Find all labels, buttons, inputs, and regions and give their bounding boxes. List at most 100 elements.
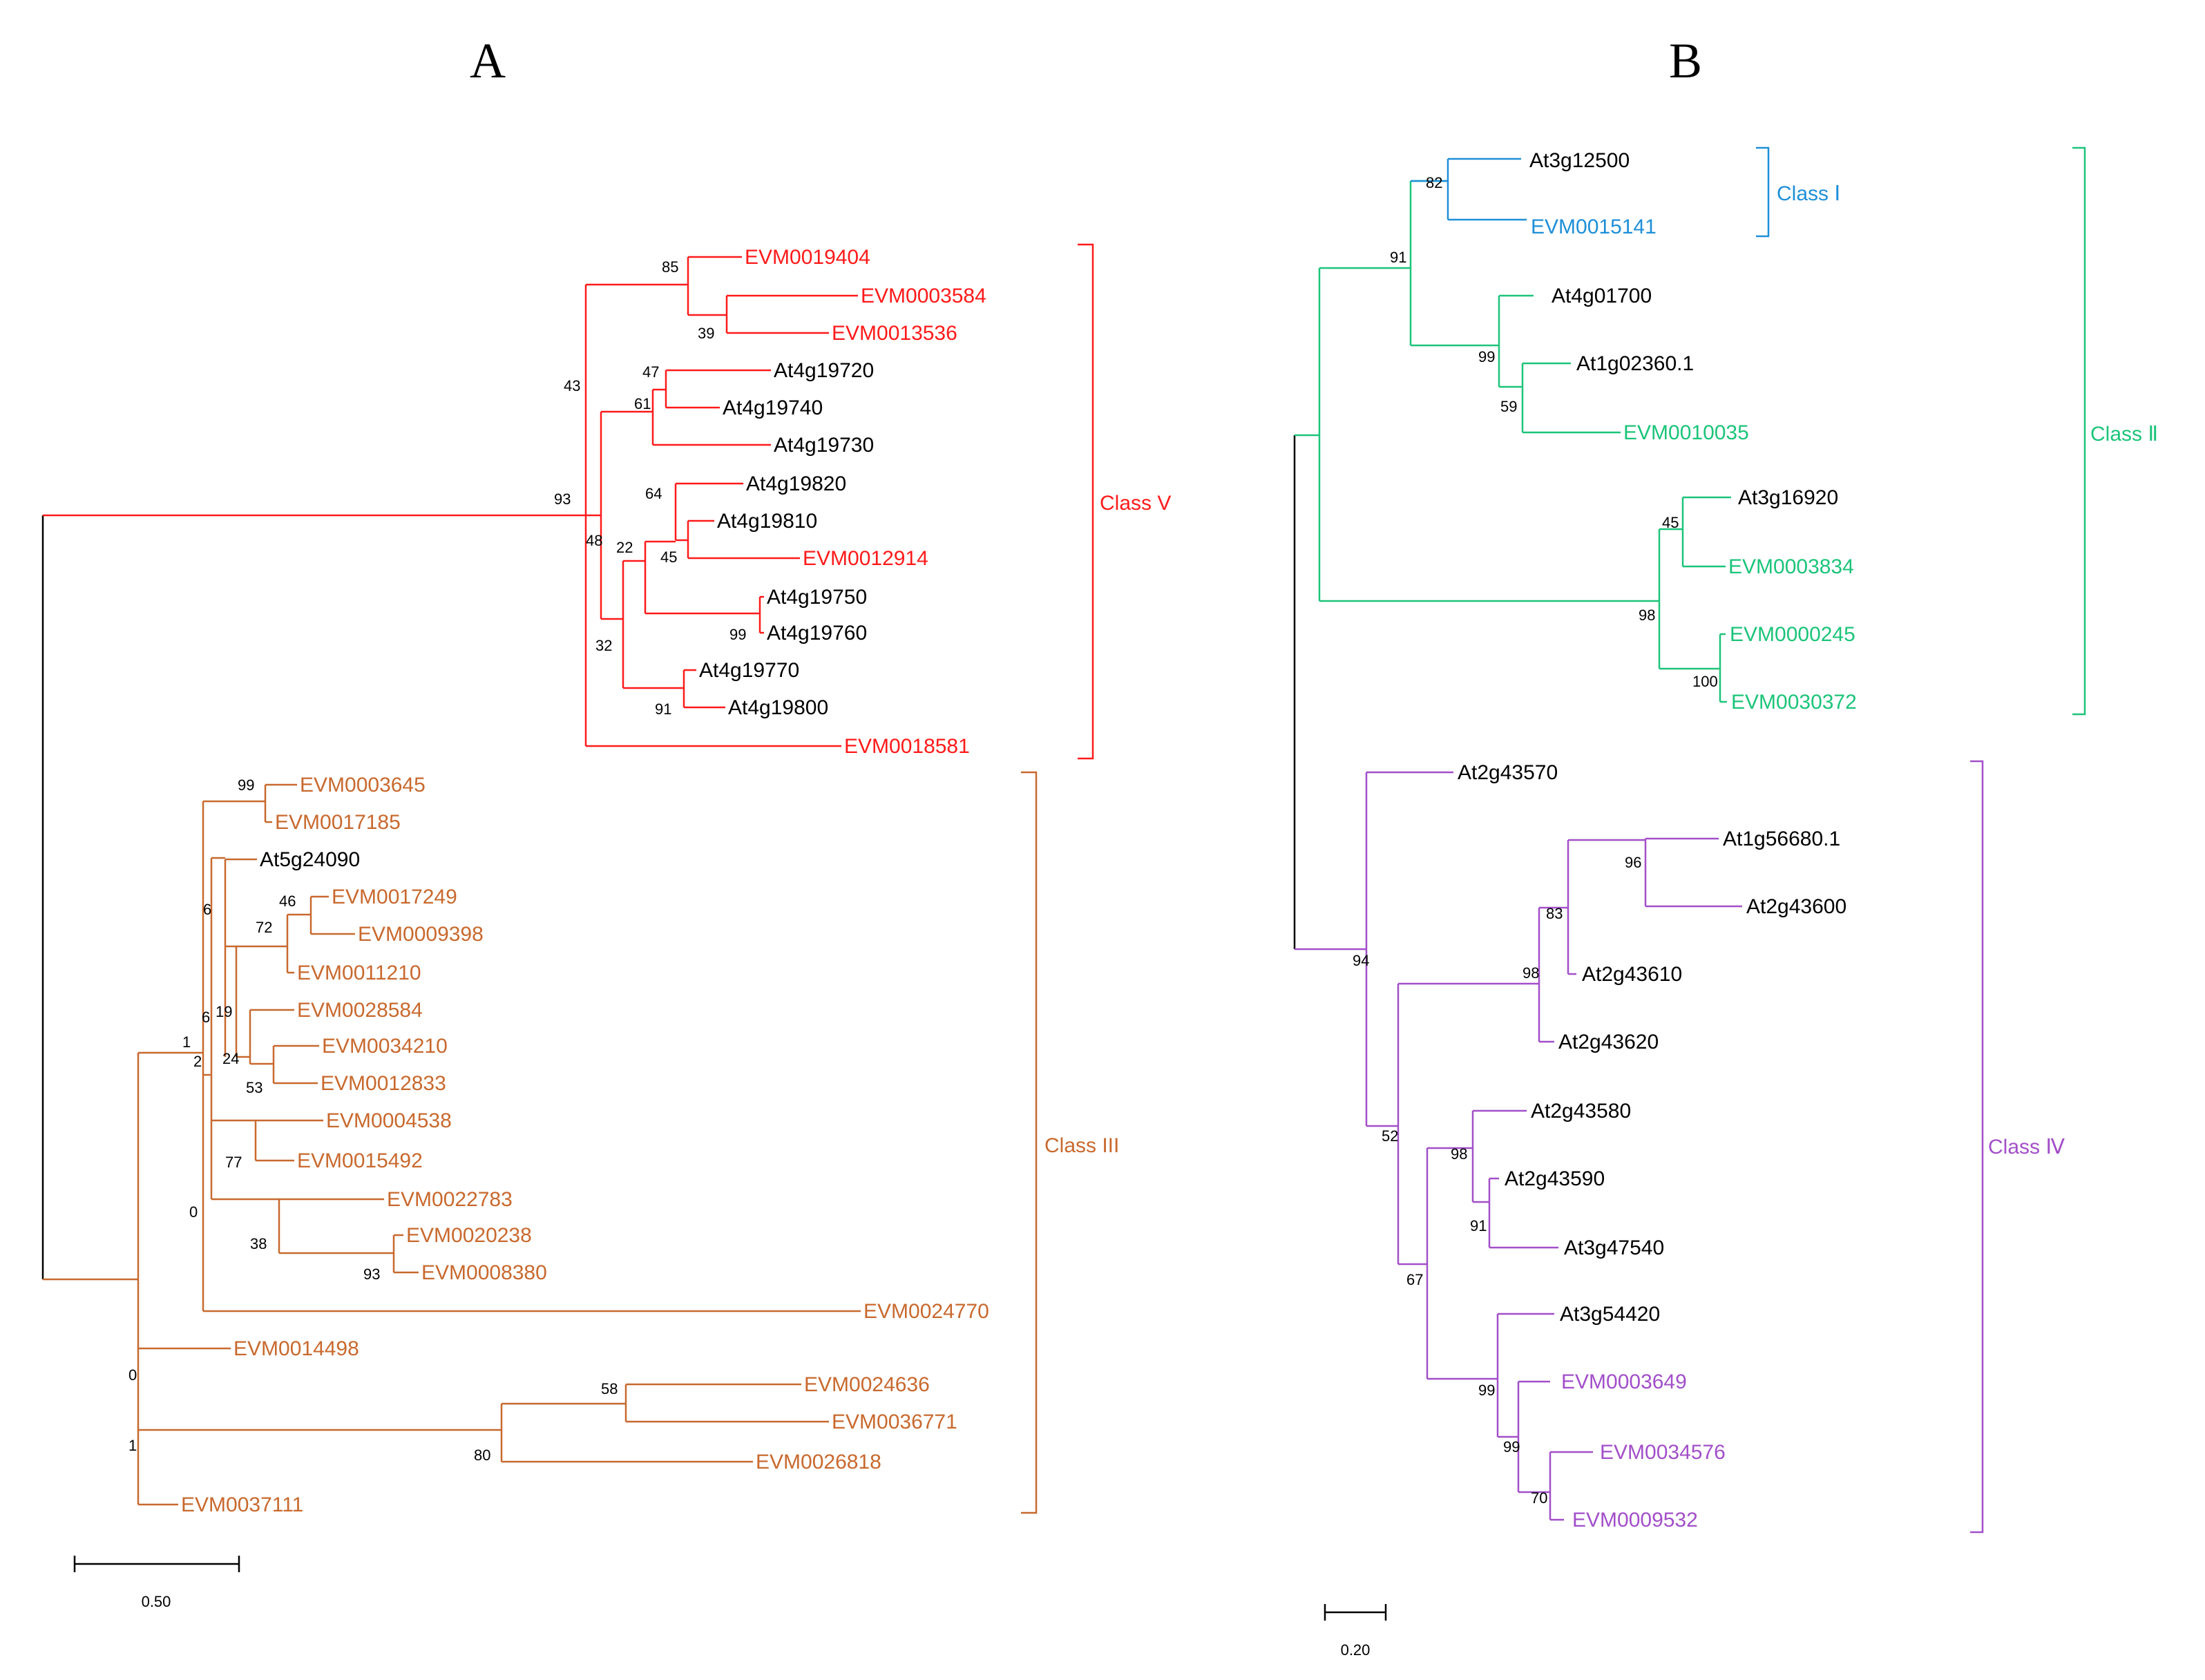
bootstrap-value: 82 bbox=[1426, 174, 1442, 191]
leaf-label: EVM0003645 bbox=[300, 774, 426, 796]
bootstrap-value: 19 bbox=[216, 1003, 232, 1020]
bootstrap-value: 53 bbox=[246, 1079, 262, 1096]
bootstrap-value: 91 bbox=[1390, 249, 1406, 266]
leaf-label: At4g19760 bbox=[767, 622, 867, 645]
leaf-label: At2g43610 bbox=[1582, 963, 1682, 986]
leaf-label: EVM0009398 bbox=[358, 923, 484, 946]
panel-b-letter: B bbox=[1669, 33, 1702, 88]
leaf-label: EVM0010035 bbox=[1623, 421, 1749, 444]
leaf-label: At3g54420 bbox=[1560, 1303, 1660, 1326]
scale-bar-b bbox=[1324, 1604, 1387, 1621]
bootstrap-value: 47 bbox=[642, 363, 659, 381]
tree-b-classiv-branches bbox=[1295, 771, 1742, 1521]
bootstrap-value: 93 bbox=[554, 490, 571, 508]
leaf-label: EVM0024636 bbox=[804, 1373, 930, 1396]
leaf-label: At4g19770 bbox=[699, 659, 799, 682]
leaf-label: At4g19800 bbox=[728, 696, 828, 719]
bootstrap-value: 39 bbox=[698, 325, 714, 342]
bootstrap-value: 85 bbox=[662, 258, 678, 276]
bootstrap-value: 91 bbox=[655, 700, 671, 718]
leaf-label: At4g19810 bbox=[717, 510, 817, 533]
bootstrap-value: 0 bbox=[189, 1203, 198, 1221]
tree-a-classiii-branches bbox=[43, 783, 861, 1506]
bootstrap-value: 1 bbox=[128, 1437, 137, 1454]
tree-b-bootstrap-values: 82 91 99 59 45 98 100 96 83 98 94 98 52 … bbox=[1353, 174, 1718, 1507]
bootstrap-value: 99 bbox=[1503, 1438, 1520, 1455]
leaf-label: EVM0024770 bbox=[863, 1300, 989, 1323]
class-iv-bracket bbox=[1970, 760, 1984, 1534]
bootstrap-value: 67 bbox=[1406, 1271, 1423, 1288]
bootstrap-value: 99 bbox=[238, 776, 254, 794]
tree-b-leaf-labels: At3g12500 EVM0015141 At4g01700 At1g02360… bbox=[1458, 149, 1857, 1531]
leaf-label: EVM0017249 bbox=[332, 886, 457, 908]
bootstrap-value: 72 bbox=[256, 919, 272, 936]
bootstrap-value: 99 bbox=[729, 626, 746, 643]
bootstrap-value: 43 bbox=[564, 377, 580, 394]
leaf-label: EVM0012833 bbox=[321, 1072, 446, 1095]
leaf-label: EVM0011210 bbox=[297, 962, 421, 984]
bootstrap-value: 46 bbox=[279, 892, 296, 910]
class-iv-label: Class Ⅳ bbox=[1988, 1136, 2065, 1158]
leaf-label: EVM0019404 bbox=[745, 246, 870, 269]
leaf-label: At4g19740 bbox=[723, 397, 823, 419]
bootstrap-value: 93 bbox=[363, 1266, 380, 1283]
leaf-label: At2g43570 bbox=[1458, 761, 1558, 784]
leaf-label: At4g19730 bbox=[774, 434, 874, 457]
leaf-label: EVM0000245 bbox=[1730, 623, 1855, 646]
tree-a-leaf-labels: EVM0019404 EVM0003584 EVM0013536 At4g197… bbox=[181, 246, 989, 1516]
leaf-label: At2g43600 bbox=[1746, 895, 1846, 918]
bootstrap-value: 91 bbox=[1470, 1217, 1487, 1234]
class-i-bracket bbox=[1756, 146, 1770, 238]
leaf-label: EVM0004538 bbox=[326, 1109, 452, 1132]
scale-bar-a-label: 0.50 bbox=[142, 1593, 171, 1610]
leaf-label: At3g16920 bbox=[1738, 486, 1838, 509]
bootstrap-value: 99 bbox=[1478, 1382, 1495, 1399]
bootstrap-value: 38 bbox=[250, 1235, 267, 1252]
bootstrap-value: 98 bbox=[1451, 1145, 1467, 1163]
leaf-label: EVM0034576 bbox=[1600, 1441, 1726, 1464]
bootstrap-value: 59 bbox=[1500, 398, 1517, 415]
leaf-label: EVM0036771 bbox=[832, 1411, 957, 1433]
bootstrap-value: 77 bbox=[225, 1154, 242, 1171]
leaf-label: EVM0020238 bbox=[406, 1224, 532, 1247]
leaf-label: EVM0008380 bbox=[421, 1261, 547, 1284]
leaf-label: EVM0026818 bbox=[756, 1451, 881, 1473]
leaf-label: EVM0009532 bbox=[1572, 1509, 1698, 1531]
leaf-label: At3g47540 bbox=[1564, 1237, 1664, 1259]
bootstrap-value: 94 bbox=[1353, 952, 1369, 969]
bootstrap-value: 96 bbox=[1625, 854, 1641, 871]
bootstrap-value: 6 bbox=[202, 1009, 210, 1026]
class-ii-label: Class Ⅱ bbox=[2090, 423, 2158, 446]
scale-bar-a bbox=[73, 1556, 240, 1572]
bootstrap-value: 24 bbox=[222, 1050, 239, 1067]
leaf-label: EVM0014498 bbox=[233, 1337, 359, 1360]
leaf-label: At1g56680.1 bbox=[1723, 828, 1840, 850]
leaf-label: At4g19750 bbox=[767, 586, 867, 609]
bootstrap-value: 70 bbox=[1531, 1489, 1547, 1507]
leaf-label: At4g19820 bbox=[746, 472, 846, 495]
tree-panel-b: At3g12500 EVM0015141 At4g01700 At1g02360… bbox=[1293, 146, 2158, 1659]
tree-b-branches bbox=[1293, 158, 1742, 1521]
leaf-label: EVM0013536 bbox=[832, 322, 957, 345]
scale-bar-b-label: 0.20 bbox=[1341, 1641, 1371, 1659]
tree-a-bootstrap-values: 85 39 43 47 61 93 64 48 22 45 99 32 91 9… bbox=[128, 258, 746, 1464]
leaf-label: EVM0003649 bbox=[1561, 1371, 1687, 1393]
bootstrap-value: 98 bbox=[1522, 964, 1539, 982]
bootstrap-value: 98 bbox=[1639, 607, 1655, 624]
leaf-label: EVM0030372 bbox=[1731, 691, 1857, 714]
leaf-label: EVM0003584 bbox=[861, 285, 986, 307]
leaf-label: EVM0034210 bbox=[322, 1035, 448, 1058]
bootstrap-value: 80 bbox=[474, 1447, 490, 1464]
class-iii-bracket bbox=[1021, 771, 1038, 1514]
bootstrap-value: 52 bbox=[1382, 1127, 1398, 1145]
bootstrap-value: 0 bbox=[128, 1366, 137, 1384]
leaf-label: At4g19720 bbox=[774, 359, 874, 382]
bootstrap-value: 100 bbox=[1692, 673, 1718, 690]
bootstrap-value: 99 bbox=[1478, 348, 1495, 365]
tree-panel-a: EVM0019404 EVM0003584 EVM0013536 At4g197… bbox=[41, 243, 1171, 1610]
leaf-label: EVM0018581 bbox=[844, 735, 970, 758]
bootstrap-value: 83 bbox=[1546, 905, 1563, 922]
leaf-label: At1g02360.1 bbox=[1576, 352, 1694, 375]
